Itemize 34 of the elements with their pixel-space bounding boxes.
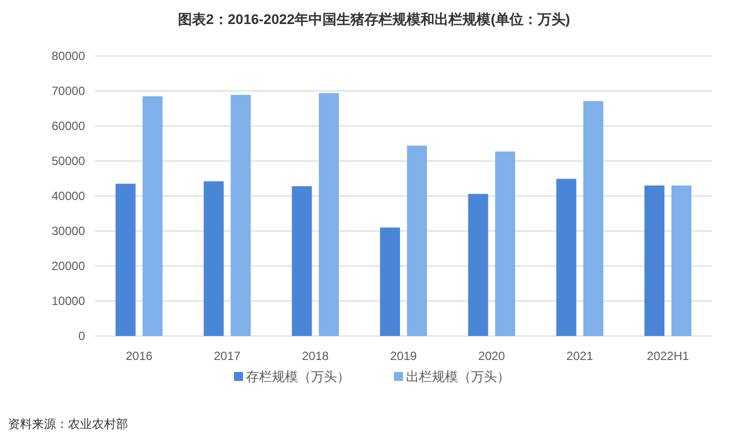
bar — [468, 194, 488, 336]
bar — [116, 184, 136, 336]
bar — [380, 228, 400, 336]
bar — [644, 186, 664, 336]
bar — [407, 146, 427, 336]
legend-label: 存栏规模（万头） — [246, 369, 350, 384]
x-tick-label: 2021 — [566, 349, 594, 363]
bar — [671, 186, 692, 336]
chart-title: 图表2：2016-2022年中国生猪存栏规模和出栏规模(单位：万头) — [178, 11, 570, 27]
bar — [556, 178, 576, 336]
x-tick-label: 2018 — [302, 349, 330, 363]
y-tick-label: 20000 — [52, 259, 86, 273]
x-tick-label: 2016 — [126, 349, 153, 363]
x-tick-label: 2017 — [214, 349, 241, 363]
bar — [495, 152, 516, 336]
y-tick-label: 80000 — [52, 49, 86, 63]
legend-label: 出栏规模（万头） — [406, 369, 510, 384]
y-tick-label: 50000 — [52, 154, 86, 168]
text: 资料来源：农业农村部 — [8, 417, 128, 431]
y-tick-label: 0 — [78, 329, 86, 343]
bar — [292, 186, 312, 336]
bar — [230, 94, 251, 336]
y-tick-label: 70000 — [52, 84, 86, 98]
bar — [583, 101, 604, 336]
bar — [318, 93, 339, 336]
y-tick-label: 30000 — [52, 224, 86, 238]
bar — [142, 96, 163, 336]
y-tick-label: 60000 — [52, 119, 86, 133]
y-tick-label: 40000 — [52, 189, 86, 203]
x-tick-label: 2019 — [390, 349, 418, 363]
y-tick-label: 10000 — [52, 294, 86, 308]
x-tick-label: 2020 — [478, 349, 506, 363]
bar — [204, 181, 224, 336]
x-tick-label: 2022H1 — [646, 349, 690, 363]
